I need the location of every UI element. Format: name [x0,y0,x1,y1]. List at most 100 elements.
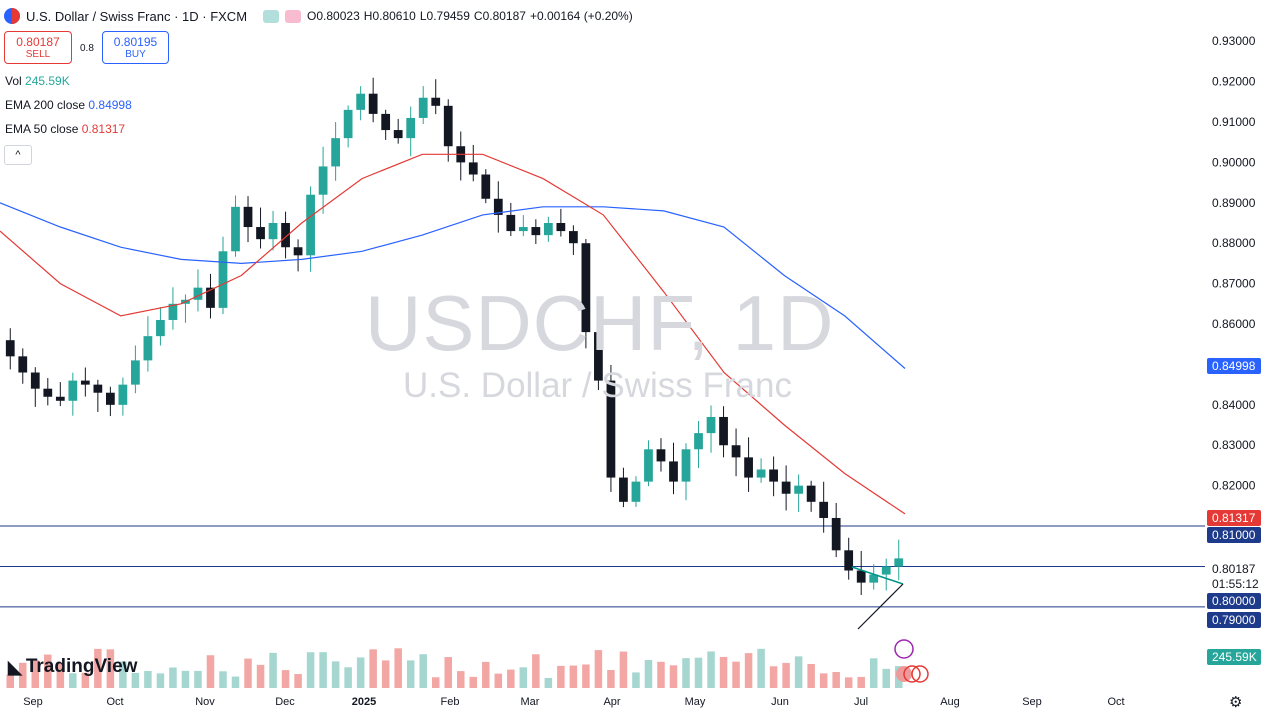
candle-body[interactable] [468,162,478,175]
candle-body[interactable] [769,469,778,482]
candle-body[interactable] [581,243,591,333]
candle-body[interactable] [343,109,353,139]
candle-body[interactable] [556,223,566,232]
x-tick-label: Oct [1107,696,1124,708]
candle-body[interactable] [594,332,603,381]
candle-body[interactable] [531,227,541,236]
pink-toggle-icon[interactable] [285,9,302,23]
candle-body[interactable] [706,416,716,434]
candle-body[interactable] [406,117,416,139]
x-tick-label: 2025 [352,696,376,708]
volume-bar [619,651,628,688]
candle-body[interactable] [356,93,366,110]
ema200-legend[interactable]: EMA 200 close 0.84998 [5,98,132,112]
candle-body[interactable] [268,223,278,240]
candle-body[interactable] [131,360,140,385]
candle-body[interactable] [293,247,303,256]
candle-body[interactable] [318,166,328,195]
events-icons[interactable] [894,639,929,683]
candle-body[interactable] [644,449,653,482]
candle-body[interactable] [431,97,441,106]
ema200-price-label: 0.84998 [1207,358,1261,374]
candle-body[interactable] [756,469,766,478]
candle-body[interactable] [331,138,340,167]
collapse-legend-button[interactable]: ^ [4,145,32,165]
candle-body[interactable] [681,449,691,482]
volume-bar [469,676,478,688]
candle-body[interactable] [143,336,153,361]
green-toggle-icon[interactable] [263,9,280,23]
candle-body[interactable] [744,457,753,478]
candle-body[interactable] [156,319,165,337]
candle-body[interactable] [18,356,28,373]
candle-body[interactable] [443,105,453,147]
volume-bar [682,658,690,688]
candle-body[interactable] [393,130,403,139]
candle-body[interactable] [206,287,215,308]
candle-body[interactable] [819,501,829,518]
candle-body[interactable] [781,481,791,494]
candle-body[interactable] [543,223,553,236]
candle-body[interactable] [193,287,203,300]
volume-bar [6,674,15,688]
candle-body[interactable] [256,227,265,240]
settings-gear-icon[interactable]: ⚙ [1229,694,1243,711]
candle-body[interactable] [719,416,728,446]
candle-body[interactable] [481,174,491,199]
candle-body[interactable] [631,481,641,502]
candle-body[interactable] [694,433,703,450]
x-tick-label: Oct [106,696,123,708]
candle-body[interactable] [518,227,528,232]
volume-bar [156,673,165,688]
candle-body[interactable] [493,198,503,215]
candle-body[interactable] [894,558,904,567]
candle-body[interactable] [218,251,228,308]
candle-body[interactable] [306,194,315,256]
candle-body[interactable] [656,449,666,462]
candle-body[interactable] [731,445,741,458]
candle-body[interactable] [68,380,78,401]
candle-body[interactable] [5,340,15,357]
candle-body[interactable] [794,485,804,494]
symbol-flag-icon [4,8,20,24]
candle-body[interactable] [80,380,90,385]
candle-body[interactable] [118,384,128,405]
tradingview-logo[interactable]: ◣ TradingView [8,656,138,677]
candle-body[interactable] [368,93,378,114]
candle-body[interactable] [243,206,253,228]
candle-body[interactable] [606,380,616,478]
candle-body[interactable] [43,388,53,397]
candle-body[interactable] [506,214,516,232]
volume-legend[interactable]: Vol 245.59K [5,74,70,88]
candle-body[interactable] [831,517,841,551]
candle-body[interactable] [231,206,240,252]
candle-body[interactable] [856,570,866,583]
volume-bar [569,665,578,688]
candle-body[interactable] [281,223,290,248]
candle-body[interactable] [869,574,879,583]
sell-button[interactable]: 0.80187 SELL [4,31,72,64]
volume-value-label: 245.59K [1207,649,1261,665]
candle-body[interactable] [93,384,103,393]
candle-body[interactable] [619,477,628,502]
candle-body[interactable] [168,303,178,320]
tv-logo-icon: ◣ [8,656,22,677]
ema50-legend[interactable]: EMA 50 close 0.81317 [5,122,126,136]
candle-body[interactable] [844,550,854,571]
volume-bar [744,653,753,688]
volume-bar [444,657,452,688]
candle-body[interactable] [381,113,391,131]
candle-body[interactable] [569,231,578,244]
candle-body[interactable] [669,461,678,482]
buy-button[interactable]: 0.80195 BUY [102,31,169,64]
candle-body[interactable] [418,97,428,118]
volume-bar [832,671,840,688]
symbol-title[interactable]: U.S. Dollar / Swiss Franc · 1D · FXCM [26,8,248,24]
candle-body[interactable] [806,485,816,502]
candle-body[interactable] [55,396,65,401]
candle-body[interactable] [881,566,891,575]
candle-body[interactable] [30,372,40,389]
volume-bar [369,649,377,688]
candle-body[interactable] [105,392,115,405]
